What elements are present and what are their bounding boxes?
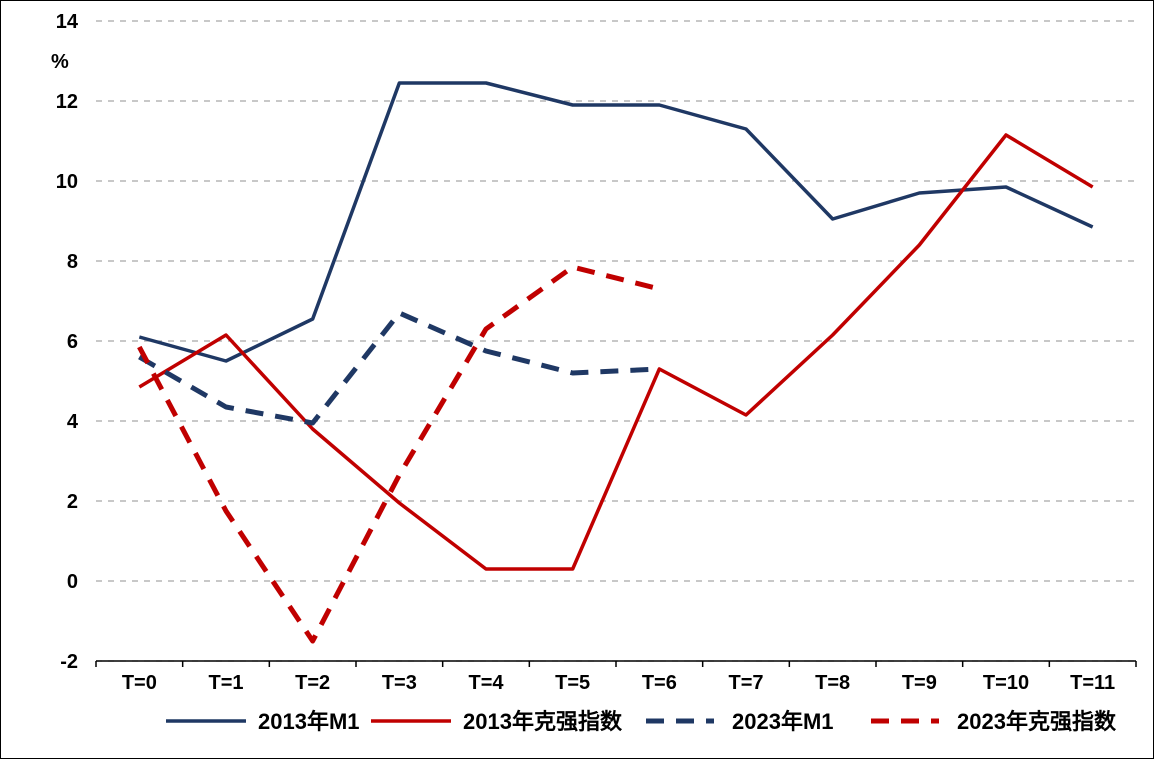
x-tick-label: T=1: [208, 672, 243, 694]
legend-label: 2013年M1: [258, 709, 360, 734]
legend: 2013年M1 2013年克强指数 2023年M1 2023年克强指数: [166, 709, 1117, 734]
x-tick-label: T=2: [295, 672, 330, 694]
legend-label: 2013年克强指数: [463, 709, 623, 734]
series-s2: [139, 135, 1092, 569]
x-tick-label: T=4: [468, 672, 504, 694]
y-tick-label: 2: [67, 491, 78, 513]
x-tick-label: T=5: [555, 672, 590, 694]
y-tick-label: 10: [56, 171, 78, 193]
x-ticks: [96, 661, 1136, 667]
y-tick-label: -2: [60, 651, 78, 673]
x-tick-label: T=8: [815, 672, 850, 694]
series-s3: [139, 313, 659, 423]
legend-label: 2023年克强指数: [957, 709, 1117, 734]
legend-label: 2023年M1: [732, 709, 834, 734]
y-unit-label: %: [51, 51, 69, 73]
series-s1: [139, 83, 1092, 361]
x-tick-label: T=3: [382, 672, 417, 694]
chart-canvas: T=0 T=1 T=2 T=3 T=4 T=5 T=6 T=7 T=8 T=9 T=10 T=11 -2…: [1, 1, 1154, 760]
x-tick-label: T=10: [983, 672, 1029, 694]
y-tick-label: 4: [67, 411, 79, 433]
x-tick-label: T=0: [122, 672, 157, 694]
x-tick-label: T=7: [728, 672, 763, 694]
x-tick-label: T=11: [1070, 672, 1115, 694]
y-tick-label: 12: [56, 91, 78, 113]
gridlines: [96, 21, 1136, 661]
x-tick-label: T=9: [902, 672, 937, 694]
x-labels: T=0 T=1 T=2 T=3 T=4 T=5 T=6 T=7 T=8 T=9 T=10 T=11: [122, 672, 1115, 694]
x-tick-label: T=6: [642, 672, 677, 694]
y-labels: -2 0 2 4 6 8 10 12 14: [56, 11, 79, 673]
series-group: [139, 83, 1092, 641]
y-tick-label: 8: [67, 251, 78, 273]
y-tick-label: 6: [67, 331, 78, 353]
y-tick-label: 14: [56, 11, 79, 33]
line-chart: T=0 T=1 T=2 T=3 T=4 T=5 T=6 T=7 T=8 T=9 T=10 T=11 -2…: [0, 0, 1154, 759]
y-tick-label: 0: [67, 571, 78, 593]
series-s4: [139, 267, 659, 641]
